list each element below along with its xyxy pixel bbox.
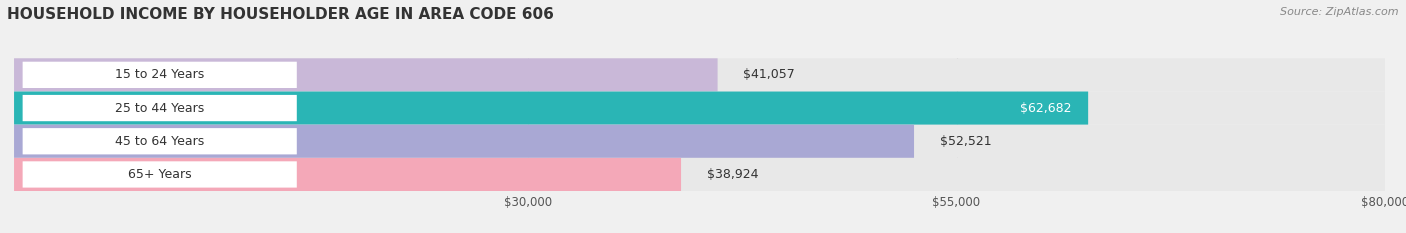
Text: $52,521: $52,521	[939, 135, 991, 148]
FancyBboxPatch shape	[14, 92, 1385, 125]
FancyBboxPatch shape	[22, 161, 297, 188]
Text: $38,924: $38,924	[707, 168, 758, 181]
Text: HOUSEHOLD INCOME BY HOUSEHOLDER AGE IN AREA CODE 606: HOUSEHOLD INCOME BY HOUSEHOLDER AGE IN A…	[7, 7, 554, 22]
FancyBboxPatch shape	[14, 58, 717, 91]
FancyBboxPatch shape	[14, 158, 1385, 191]
FancyBboxPatch shape	[14, 58, 1385, 91]
Text: $62,682: $62,682	[1019, 102, 1071, 115]
FancyBboxPatch shape	[14, 125, 1385, 158]
FancyBboxPatch shape	[14, 125, 914, 158]
Text: Source: ZipAtlas.com: Source: ZipAtlas.com	[1281, 7, 1399, 17]
Text: 25 to 44 Years: 25 to 44 Years	[115, 102, 204, 115]
Text: 15 to 24 Years: 15 to 24 Years	[115, 68, 204, 81]
FancyBboxPatch shape	[22, 62, 297, 88]
Text: 65+ Years: 65+ Years	[128, 168, 191, 181]
FancyBboxPatch shape	[14, 158, 681, 191]
Text: 45 to 64 Years: 45 to 64 Years	[115, 135, 204, 148]
FancyBboxPatch shape	[22, 95, 297, 121]
FancyBboxPatch shape	[14, 92, 1088, 125]
Text: $41,057: $41,057	[744, 68, 794, 81]
FancyBboxPatch shape	[22, 128, 297, 154]
